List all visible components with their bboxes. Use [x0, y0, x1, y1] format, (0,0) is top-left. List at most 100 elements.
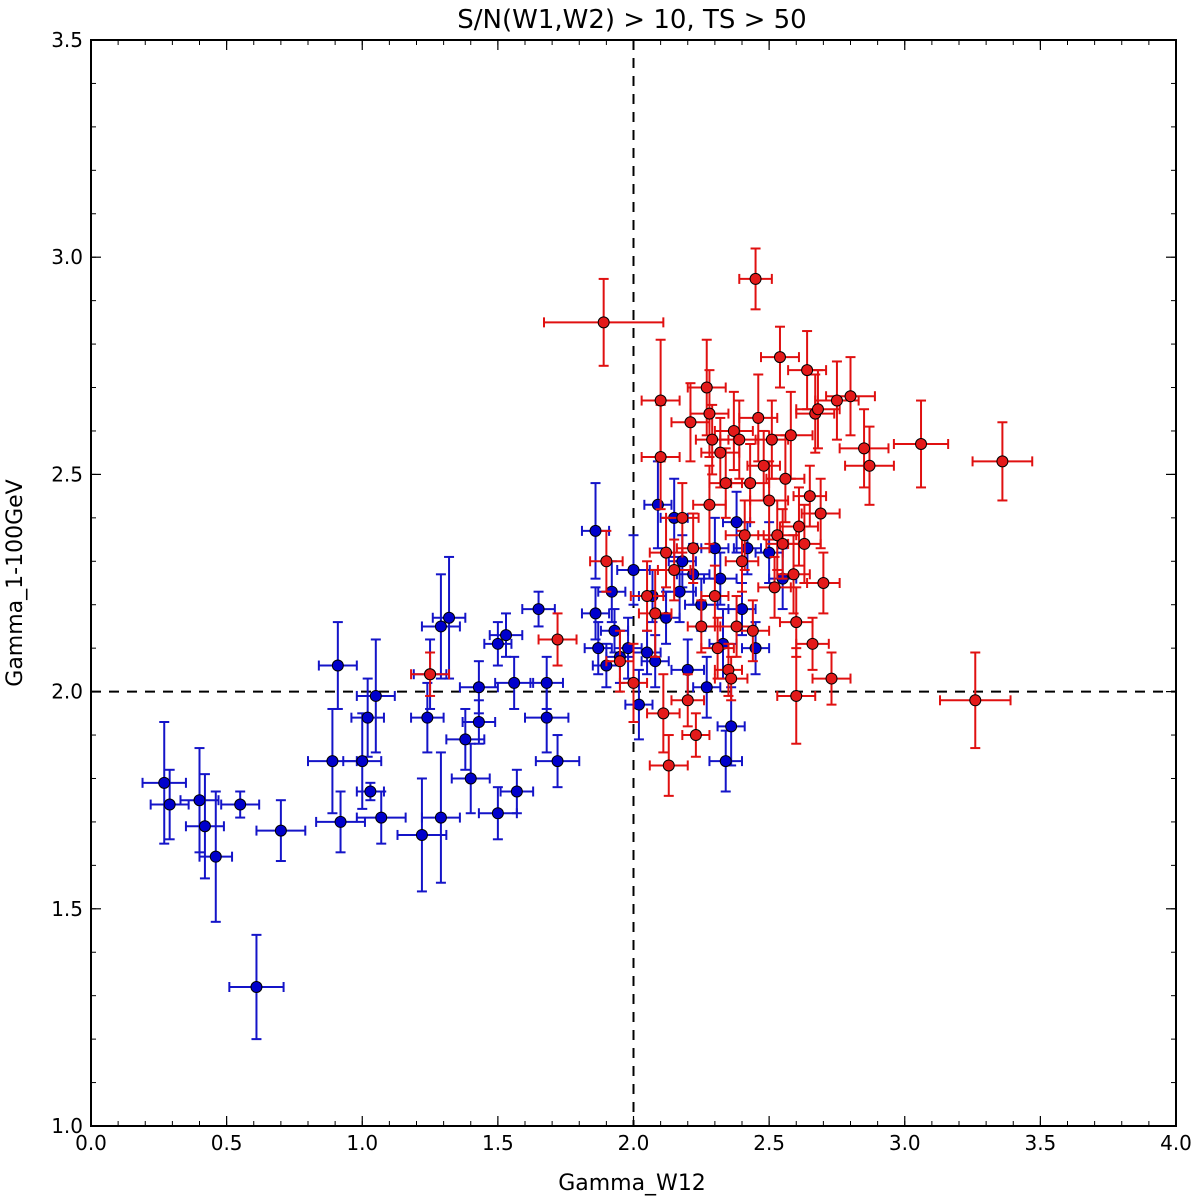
- data-point-blue: [472, 681, 485, 694]
- x-tick-labels: 0.0 0.5 1.0 1.5 2.0 2.5 3.0 3.5 4.0: [75, 1131, 1192, 1155]
- y-tick-label: 3.0: [51, 245, 83, 269]
- x-tick-label: 3.5: [1024, 1131, 1056, 1155]
- data-point-blue: [551, 755, 564, 768]
- x-tick-label: 0.5: [211, 1131, 243, 1155]
- data-point-blue: [700, 681, 713, 694]
- data-point-blue: [632, 698, 645, 711]
- y-tick-labels: 1.0 1.5 2.0 2.5 3.0 3.5: [51, 28, 83, 1138]
- data-point-red: [752, 411, 765, 424]
- data-point-blue: [510, 785, 523, 798]
- data-point-blue: [209, 850, 222, 863]
- data-point-red: [641, 590, 654, 603]
- y-tick-label: 2.0: [51, 680, 83, 704]
- data-point-blue: [540, 711, 553, 724]
- data-point-blue: [434, 620, 447, 633]
- data-point-red: [738, 529, 751, 542]
- data-point-red: [763, 494, 776, 507]
- data-point-blue: [364, 785, 377, 798]
- data-point-red: [811, 403, 824, 416]
- data-point-blue: [540, 676, 553, 689]
- data-point-blue: [274, 824, 287, 837]
- data-point-blue: [714, 572, 727, 585]
- data-point-red: [695, 620, 708, 633]
- chart-title: S/N(W1,W2) > 10, TS > 50: [457, 5, 806, 35]
- data-point-blue: [415, 828, 428, 841]
- data-point-red: [858, 442, 871, 455]
- data-point-red: [784, 429, 797, 442]
- data-point-blue: [627, 563, 640, 576]
- data-point-red: [996, 455, 1009, 468]
- data-point-red: [814, 507, 827, 520]
- data-point-blue: [434, 811, 447, 824]
- plot-frame: [90, 39, 1177, 1127]
- data-point-red: [817, 577, 830, 589]
- data-point-red: [744, 477, 757, 490]
- data-point-red: [803, 490, 816, 503]
- data-point-blue: [234, 798, 247, 811]
- data-point-red: [649, 607, 662, 620]
- data-point-red: [776, 537, 789, 550]
- data-point-red: [613, 655, 626, 668]
- data-point-red: [806, 637, 819, 650]
- data-point-red: [733, 433, 746, 446]
- data-point-blue: [334, 815, 347, 828]
- x-tick-label: 2.0: [618, 1131, 650, 1155]
- data-point-blue: [500, 629, 513, 642]
- data-point-red: [736, 555, 748, 568]
- data-point-blue: [369, 689, 382, 702]
- data-point-red: [711, 642, 724, 655]
- data-point-red: [771, 529, 784, 542]
- data-point-blue: [375, 811, 388, 824]
- data-point-red: [863, 459, 876, 472]
- y-tick-label: 2.5: [51, 462, 83, 486]
- y-tick-label: 1.5: [51, 897, 83, 921]
- data-point-red: [725, 672, 738, 685]
- y-axis-label: Gamma_1-100GeV: [3, 479, 28, 686]
- data-point-blue: [464, 772, 477, 785]
- data-point-blue: [673, 585, 686, 598]
- data-point-blue: [421, 711, 434, 724]
- data-point-blue: [193, 794, 206, 807]
- data-point-blue: [198, 820, 211, 833]
- data-point-blue: [763, 546, 776, 559]
- data-point-red: [773, 351, 786, 364]
- data-point-blue: [331, 659, 344, 672]
- data-point-red: [825, 672, 838, 685]
- data-point-red: [627, 676, 640, 689]
- x-axis-label: Gamma_W12: [558, 1171, 706, 1196]
- data-point-red: [792, 520, 805, 533]
- data-point-blue: [641, 646, 654, 659]
- error-bar: [703, 551, 738, 606]
- data-point-blue: [472, 716, 485, 729]
- data-point-blue: [491, 637, 504, 650]
- x-tick-label: 3.0: [889, 1131, 921, 1155]
- data-point-red: [597, 316, 610, 329]
- data-point-blue: [589, 607, 602, 620]
- data-point-blue: [508, 676, 521, 689]
- data-point-blue: [356, 755, 369, 768]
- data-point-red: [790, 689, 803, 702]
- data-point-red: [654, 451, 667, 464]
- data-series: [141, 247, 1034, 1041]
- data-point-blue: [443, 611, 456, 624]
- data-point-blue: [491, 807, 504, 820]
- data-point-red: [681, 694, 694, 707]
- data-point-red: [790, 616, 803, 629]
- data-point-red: [719, 477, 732, 490]
- data-point-red: [969, 694, 982, 707]
- data-point-red: [657, 707, 670, 720]
- data-point-red: [689, 729, 702, 742]
- data-point-red: [700, 381, 713, 394]
- data-point-red: [708, 590, 721, 603]
- data-point-red: [746, 624, 759, 637]
- data-point-blue: [589, 524, 602, 537]
- data-point-red: [768, 581, 781, 594]
- data-point-blue: [459, 733, 472, 746]
- data-point-blue: [532, 603, 545, 616]
- data-point-red: [749, 272, 762, 285]
- data-point-blue: [741, 542, 754, 555]
- data-point-blue: [326, 755, 339, 768]
- series-red: [410, 247, 1034, 797]
- x-tick-label: 1.5: [482, 1131, 514, 1155]
